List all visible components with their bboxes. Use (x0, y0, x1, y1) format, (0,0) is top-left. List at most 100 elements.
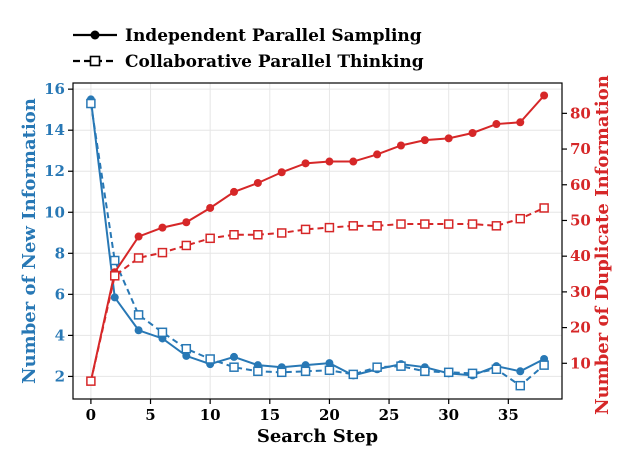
data-point (373, 150, 382, 159)
legend-label-independent: Independent Parallel Sampling (125, 26, 422, 46)
data-point (492, 120, 501, 129)
data-point (325, 157, 334, 166)
data-point (348, 221, 359, 231)
data-point (515, 380, 526, 391)
data-point (467, 219, 478, 229)
legend-marker-collaborative (89, 55, 101, 67)
left-tick-label: 14 (44, 121, 65, 139)
right-axis-title: Number of Duplicate Information (592, 75, 613, 415)
left-tick-label: 12 (44, 162, 65, 180)
data-point (206, 203, 215, 212)
x-tick-label: 10 (200, 406, 221, 424)
x-tick-label: 30 (438, 406, 459, 424)
data-point (110, 293, 119, 302)
left-tick-label: 4 (55, 326, 65, 344)
legend-marker-independent (90, 30, 100, 40)
data-point (515, 213, 526, 224)
data-point (300, 224, 311, 235)
data-point (158, 223, 167, 232)
data-point (420, 136, 429, 145)
right-tick-label: 70 (570, 140, 591, 158)
data-point (253, 178, 262, 187)
data-point (468, 128, 477, 137)
data-point (348, 369, 359, 380)
data-point (229, 230, 239, 240)
data-point (444, 134, 453, 143)
data-point (491, 364, 502, 374)
x-tick-label: 35 (498, 406, 519, 424)
data-point (420, 219, 430, 229)
right-tick-label: 20 (570, 319, 591, 337)
right-axis: 10 20 30 40 50 60 70 80 (562, 104, 591, 372)
data-point (133, 310, 144, 320)
data-point (276, 228, 287, 238)
data-point (229, 362, 239, 372)
left-tick-label: 6 (55, 285, 65, 303)
right-tick-label: 30 (570, 283, 591, 301)
series-line-2 (89, 94, 545, 382)
data-point (372, 362, 382, 372)
data-point (491, 221, 502, 231)
data-point (230, 352, 239, 361)
right-tick-label: 10 (570, 354, 591, 372)
x-tick-label: 25 (379, 406, 400, 424)
left-axis-title: Number of New Information (19, 98, 40, 384)
x-tick-label: 15 (259, 406, 280, 424)
data-point (372, 221, 382, 231)
right-tick-label: 50 (570, 211, 591, 229)
data-point (396, 219, 406, 229)
data-point (539, 360, 549, 370)
x-axis: 0 5 10 15 20 25 30 35 (86, 399, 519, 424)
data-point (324, 365, 335, 376)
data-point (253, 230, 263, 240)
data-point (467, 368, 478, 379)
grid (73, 83, 562, 399)
data-point (157, 327, 168, 338)
data-point (205, 233, 215, 244)
data-point (86, 376, 96, 386)
data-point (109, 255, 120, 266)
x-tick-label: 5 (145, 406, 155, 424)
data-point (420, 366, 430, 377)
data-point (443, 219, 454, 229)
data-point (182, 351, 191, 360)
data-point (86, 98, 96, 109)
series-layer (86, 91, 549, 391)
plot-frame (72, 82, 563, 400)
data-point (540, 91, 549, 100)
data-point (181, 343, 192, 354)
data-point (157, 247, 168, 258)
left-tick-label: 8 (55, 244, 65, 262)
legend-label-collaborative: Collaborative Parallel Thinking (125, 52, 424, 72)
left-axis: 2 4 6 8 10 12 14 16 (44, 80, 73, 385)
right-tick-label: 80 (570, 104, 591, 122)
x-tick-label: 0 (86, 406, 96, 424)
x-tick-label: 20 (319, 406, 340, 424)
data-point (134, 326, 143, 335)
data-point (253, 366, 263, 377)
data-point (349, 157, 358, 166)
data-point (396, 361, 406, 371)
data-point (205, 354, 215, 364)
data-point (134, 232, 143, 241)
data-point (301, 159, 310, 168)
legend: Independent Parallel Sampling Collaborat… (73, 26, 424, 72)
data-point (516, 118, 525, 127)
data-point (109, 271, 120, 281)
data-point (300, 366, 311, 377)
x-axis-title: Search Step (257, 426, 378, 447)
data-point (396, 141, 405, 150)
data-point (182, 218, 191, 227)
data-point (230, 187, 239, 196)
series-line-1 (89, 103, 545, 387)
data-point (324, 222, 335, 233)
data-point (181, 240, 192, 251)
left-tick-label: 2 (55, 367, 65, 385)
data-point (325, 359, 334, 368)
right-tick-label: 60 (570, 176, 591, 194)
data-point (443, 367, 454, 378)
left-tick-label: 16 (44, 80, 65, 98)
data-point (133, 253, 144, 263)
left-tick-label: 10 (44, 203, 65, 221)
